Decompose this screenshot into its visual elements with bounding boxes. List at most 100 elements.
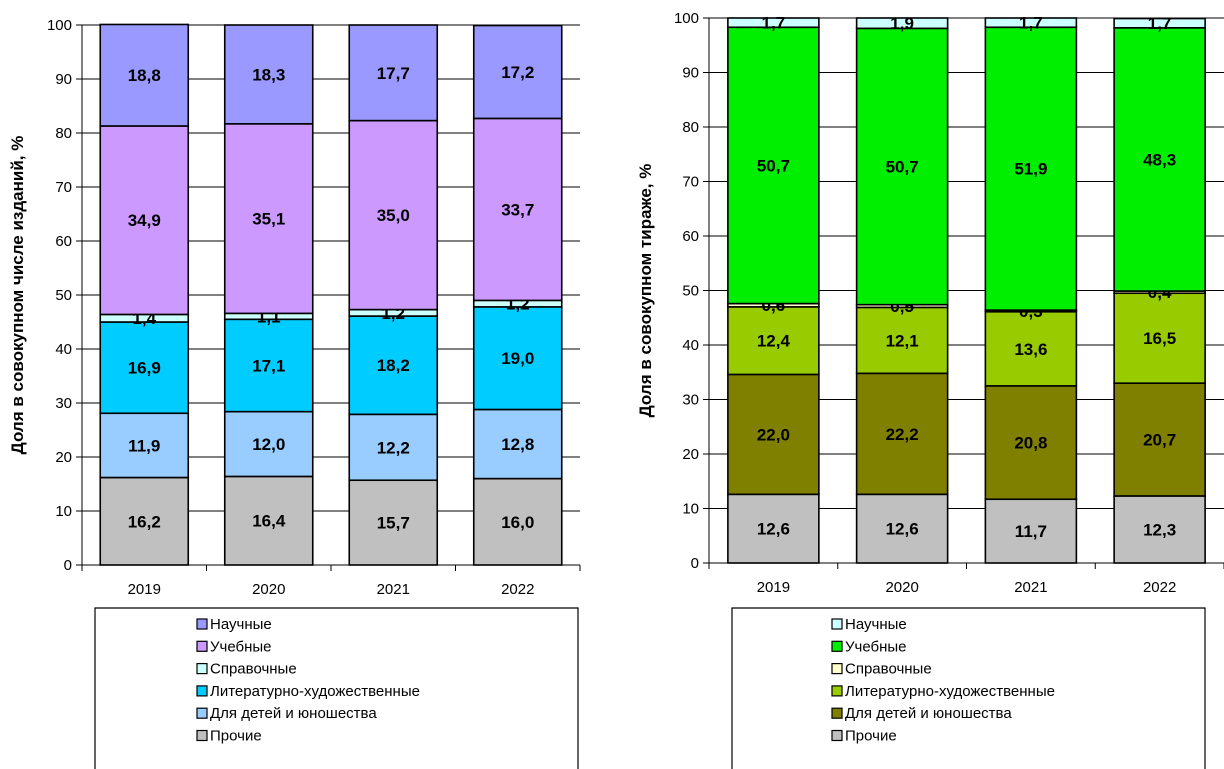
data-label: 17,2: [501, 63, 534, 82]
y-tick-label: 50: [55, 287, 72, 304]
bar-segment: [1113, 17, 1206, 29]
y-tick-label: 40: [682, 337, 699, 354]
legend-swatch: [831, 640, 843, 652]
legend-label: Литературно-художественные: [210, 683, 420, 700]
data-label: 34,9: [128, 211, 161, 230]
y-tick-label: 20: [55, 449, 72, 466]
y-tick-label: 70: [55, 179, 72, 196]
legend-swatch: [831, 685, 843, 697]
data-label: 11,9: [128, 436, 160, 455]
legend-label: Научные: [210, 616, 272, 633]
y-tick-label: 70: [682, 174, 699, 191]
x-tick-label: 2021: [1014, 579, 1047, 596]
chart-publications-share: 010203040506070809010016,211,916,91,434,…: [8, 17, 581, 769]
data-label: 18,3: [252, 65, 285, 84]
bar-segment: [984, 17, 1078, 29]
legend-label: Учебные: [845, 638, 907, 655]
data-label: 1,7: [1148, 14, 1172, 33]
bar-segment: [727, 17, 820, 29]
bar-segment: [223, 123, 314, 315]
data-label: 17,7: [377, 64, 410, 83]
legend-label: Прочие: [845, 728, 897, 745]
data-label: 33,7: [501, 200, 534, 219]
bar-segment: [472, 408, 563, 480]
data-label: 18,2: [377, 356, 410, 375]
data-label: 22,0: [757, 425, 790, 444]
data-label: 16,2: [128, 512, 161, 531]
data-label: 35,1: [252, 210, 285, 229]
legend-box: [94, 607, 579, 769]
data-label: 51,9: [1014, 160, 1047, 179]
data-label: 19,0: [501, 349, 534, 368]
data-label: 16,9: [128, 359, 161, 378]
bar-segment: [984, 385, 1078, 501]
bar-segment: [99, 476, 190, 566]
data-label: 20,7: [1143, 431, 1176, 450]
y-tick-label: 10: [55, 503, 72, 520]
data-label: 18,8: [128, 66, 161, 85]
legend-swatch: [196, 640, 208, 652]
legend-swatch: [831, 729, 843, 742]
y-tick-label: 40: [55, 341, 72, 358]
legend-label: Учебные: [210, 638, 272, 655]
data-label: 1,7: [1019, 14, 1043, 33]
y-tick-label: 50: [682, 283, 699, 300]
data-label: 17,1: [252, 356, 285, 375]
data-label: 12,3: [1143, 520, 1176, 539]
data-label: 16,5: [1143, 329, 1176, 348]
y-tick-label: 100: [674, 10, 699, 27]
y-tick-label: 10: [682, 501, 699, 518]
data-label: 12,0: [252, 435, 285, 454]
bar-segment: [99, 321, 190, 415]
y-tick-label: 30: [55, 395, 72, 412]
data-label: 1,9: [890, 14, 914, 33]
y-tick-label: 20: [682, 446, 699, 463]
bar-segment: [99, 23, 190, 127]
bar-segment: [472, 24, 563, 120]
bar-segment: [727, 373, 820, 496]
y-tick-label: 90: [55, 71, 72, 88]
bar-segment: [99, 412, 190, 479]
bar-segment: [855, 27, 949, 306]
data-label: 12,4: [757, 332, 791, 351]
data-label: 48,3: [1143, 150, 1176, 169]
data-label: 50,7: [757, 156, 790, 175]
x-tick-label: 2020: [252, 581, 285, 598]
data-label: 15,7: [377, 514, 410, 533]
bar-segment: [727, 26, 820, 305]
y-tick-label: 60: [55, 233, 72, 250]
bar-segment: [348, 24, 439, 122]
y-axis-title: Доля в совокупном числе изданий, %: [8, 136, 27, 455]
x-tick-label: 2019: [757, 579, 790, 596]
bar-segment: [99, 125, 190, 316]
bar-segment: [472, 306, 563, 411]
legend-label: Научные: [845, 616, 907, 633]
legend-label: Литературно-художественные: [845, 683, 1055, 700]
y-tick-label: 60: [682, 228, 699, 245]
bar-segment: [223, 410, 314, 478]
data-label: 1,7: [762, 14, 786, 33]
y-tick-label: 0: [64, 557, 72, 574]
data-label: 12,1: [886, 331, 919, 350]
y-tick-label: 100: [47, 17, 72, 34]
x-tick-label: 2022: [501, 581, 534, 598]
bar-segment: [1113, 382, 1206, 497]
y-tick-label: 80: [55, 125, 72, 142]
data-label: 22,2: [886, 425, 919, 444]
legend-label: Прочие: [210, 728, 262, 745]
bar-segment: [223, 318, 314, 413]
data-label: 13,6: [1014, 340, 1047, 359]
data-label: 12,6: [757, 520, 790, 539]
legend-label: Справочные: [845, 661, 932, 678]
data-label: 20,8: [1014, 434, 1047, 453]
y-axis-title: Доля в совокупном тираже, %: [636, 164, 655, 418]
data-label: 50,7: [886, 158, 919, 177]
bar-segment: [348, 413, 439, 482]
y-tick-label: 0: [691, 555, 699, 572]
bar-segment: [1113, 495, 1206, 564]
bar-segment: [223, 24, 314, 125]
bar-segment: [348, 315, 439, 416]
bar-segment: [472, 477, 563, 566]
legend-swatch: [831, 707, 843, 719]
legend-swatch: [196, 685, 208, 697]
